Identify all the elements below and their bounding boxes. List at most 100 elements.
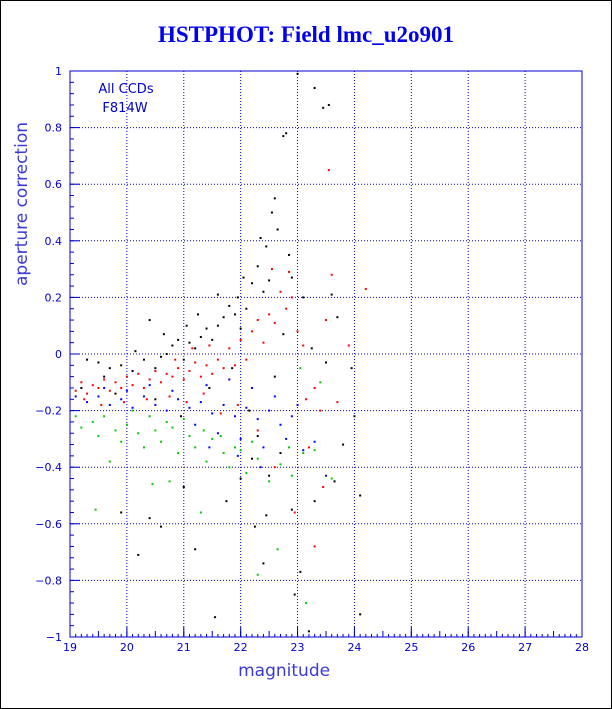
- data-point: [123, 401, 126, 404]
- data-point: [322, 486, 325, 489]
- data-point: [91, 384, 94, 387]
- data-point: [290, 296, 293, 299]
- data-point: [290, 474, 293, 477]
- y-tick-label: 0: [55, 348, 62, 361]
- data-point: [279, 452, 282, 455]
- data-point: [134, 350, 137, 353]
- data-point: [236, 296, 239, 299]
- data-point: [236, 454, 239, 457]
- data-point: [177, 338, 180, 341]
- data-point: [251, 440, 254, 443]
- data-point: [330, 293, 333, 296]
- y-tick-label: −1: [46, 631, 62, 644]
- data-point: [165, 372, 168, 375]
- data-point: [211, 338, 214, 341]
- data-point: [319, 409, 322, 412]
- data-point: [191, 347, 194, 350]
- data-point: [273, 466, 276, 469]
- data-point: [325, 361, 327, 364]
- data-point: [336, 401, 339, 404]
- y-tick-label: 1: [55, 65, 62, 78]
- data-point: [103, 415, 106, 418]
- data-point: [268, 313, 271, 316]
- x-tick-label: 20: [120, 641, 134, 654]
- data-point: [145, 398, 148, 401]
- data-point: [171, 389, 174, 392]
- y-tick-label: −0.6: [35, 518, 62, 531]
- data-point: [103, 378, 106, 381]
- data-point: [296, 403, 299, 406]
- data-point: [222, 367, 225, 370]
- data-point: [125, 423, 128, 426]
- data-point: [160, 381, 163, 384]
- data-point: [188, 406, 191, 409]
- data-point: [80, 426, 83, 429]
- data-point: [313, 86, 316, 89]
- y-tick-label: −0.8: [35, 574, 62, 587]
- data-point: [108, 403, 111, 406]
- data-point: [270, 268, 273, 271]
- data-point: [313, 449, 316, 452]
- data-point: [273, 375, 276, 378]
- data-point: [162, 333, 165, 336]
- data-point: [211, 412, 214, 415]
- y-tick-label: 0.2: [45, 291, 63, 304]
- data-point: [154, 369, 157, 372]
- data-point: [120, 440, 123, 443]
- data-point: [120, 511, 123, 514]
- data-point: [336, 316, 339, 319]
- y-tick-label: −0.2: [35, 405, 62, 418]
- data-point: [359, 613, 362, 616]
- data-point: [245, 358, 248, 361]
- data-point: [137, 372, 140, 375]
- data-point: [114, 381, 117, 384]
- data-point: [168, 395, 171, 398]
- data-point: [148, 319, 151, 322]
- data-point: [137, 432, 140, 435]
- data-point: [262, 290, 265, 293]
- data-point: [97, 395, 100, 398]
- data-point: [125, 389, 128, 392]
- data-point: [228, 347, 231, 350]
- data-point: [142, 395, 145, 398]
- data-point: [142, 358, 145, 361]
- data-point: [219, 412, 222, 415]
- data-point: [154, 403, 157, 406]
- annotation-ccds: All CCDs: [98, 82, 153, 97]
- data-point: [74, 415, 77, 418]
- data-point: [288, 253, 291, 256]
- x-axis-label: magnitude: [238, 661, 330, 681]
- data-point: [228, 378, 231, 381]
- chart-title: HSTPHOT: Field lmc_u2o901: [157, 22, 455, 47]
- data-point: [114, 392, 117, 395]
- data-point: [313, 500, 316, 503]
- data-point: [131, 406, 134, 409]
- data-point: [233, 313, 236, 316]
- data-point: [290, 276, 293, 279]
- data-point: [290, 415, 293, 418]
- data-point: [216, 358, 219, 361]
- data-point: [293, 511, 296, 514]
- data-point: [182, 358, 185, 361]
- data-point: [80, 381, 83, 384]
- data-point: [114, 429, 117, 432]
- data-point: [302, 452, 305, 455]
- data-point: [305, 602, 308, 605]
- y-tick-labels: 1 0.8 0.6 0.4 0.2 0 −0.2 −0.4 −0.6 −0.8 −1: [35, 65, 62, 644]
- data-point: [228, 304, 231, 307]
- data-point: [142, 386, 145, 389]
- data-point: [302, 449, 305, 452]
- data-point: [262, 562, 265, 565]
- data-point: [256, 573, 259, 576]
- data-point: [108, 367, 111, 370]
- data-point: [302, 296, 305, 299]
- data-point: [265, 514, 268, 517]
- data-point: [327, 169, 330, 172]
- data-point: [279, 463, 282, 466]
- data-point: [251, 330, 254, 333]
- data-point: [273, 321, 276, 324]
- data-point: [239, 477, 242, 480]
- data-point: [205, 384, 208, 387]
- x-tick-label: 27: [518, 641, 532, 654]
- data-point: [216, 324, 219, 327]
